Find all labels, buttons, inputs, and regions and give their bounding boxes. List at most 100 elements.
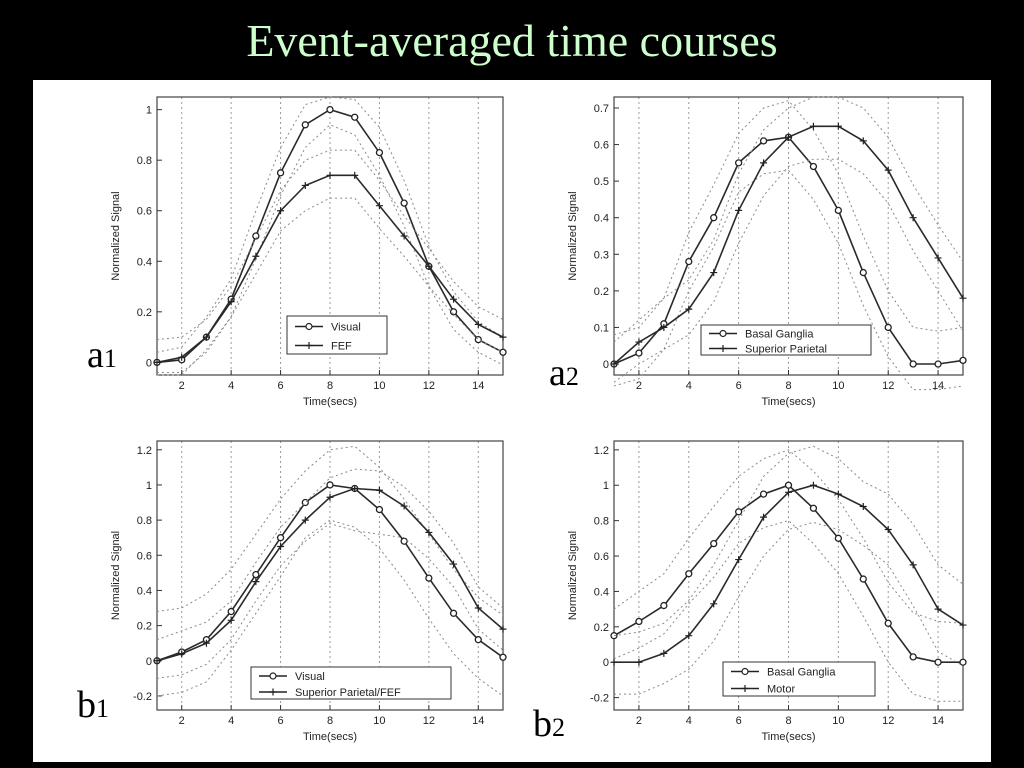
chart4-y-tick-label-4: 0.6 [594, 551, 609, 563]
chart4-series-2-band-upper [613, 445, 964, 637]
chart3-x-tick-label-0: 2 [179, 715, 185, 727]
chart4-series-2-point-0 [610, 658, 618, 666]
chart2-panel-label: a2 [549, 352, 579, 394]
chart1-panel-label: a1 [87, 334, 117, 376]
chart4-legend-label-1: Basal Ganglia [767, 667, 836, 679]
chart2-y-tick-label-3: 0.3 [594, 249, 609, 261]
chart4-series-1-point-6 [759, 490, 768, 498]
chart3-x-tick-label-5: 12 [423, 715, 435, 727]
chart3-y-axis-label: Normalized Signal [110, 531, 122, 620]
chart3-y-tick-label-1: 0 [146, 656, 152, 668]
chart4-series-1-point-4 [710, 539, 718, 548]
chart3-legend-label-2: Superior Parietal/FEF [295, 687, 401, 699]
chart2-panel-number: 2 [566, 362, 579, 391]
chart2-series-2-point-7 [785, 133, 792, 141]
chart4-series-1-point-5 [734, 508, 743, 516]
chart2-x-tick-label-0: 2 [636, 380, 642, 392]
chart4-series-2-point-5 [735, 556, 743, 564]
chart4-series-2-point-1 [635, 658, 643, 666]
chart4-x-tick-label-3: 8 [785, 715, 791, 727]
chart1-y-tick-label-4: 0.8 [137, 155, 152, 167]
chart1-x-axis-label: Time(secs) [303, 396, 357, 408]
chart4-series-2-point-14 [959, 621, 967, 629]
chart3-series-2-band-upper [156, 468, 504, 641]
chart3-series-2-band-lower [156, 523, 504, 679]
chart1-y-axis-label: Normalized Signal [110, 191, 122, 280]
chart2-x-tick-label-3: 8 [785, 380, 791, 392]
chart1-legend-label-1: Visual [331, 322, 361, 334]
chart4-series-2-point-3 [685, 632, 693, 640]
chart3-y-tick-label-4: 0.6 [137, 550, 152, 562]
chart1-series-2-point-0 [153, 358, 161, 366]
chart3-series-1-point-3 [227, 607, 235, 616]
chart1-series-1-band-lower [157, 124, 504, 373]
chart1-x-tick-label-0: 2 [179, 380, 185, 392]
chart4-series-1-point-3 [685, 570, 693, 578]
chart2-series-1-band-lower [613, 169, 964, 391]
chart4-x-tick-label-6: 14 [932, 715, 944, 727]
chart1-series-1-point-4 [252, 232, 260, 240]
chart1-x-tick-label-4: 10 [373, 380, 385, 392]
chart3-x-tick-label-4: 10 [373, 715, 385, 727]
chart2-legend-label-2: Superior Parietal [745, 344, 827, 356]
chart1-panel-letter: a [87, 334, 104, 376]
chart3-series-2-point-6 [301, 516, 309, 524]
chart2-series-2-point-2 [660, 323, 668, 331]
chart1-series-1-point-13 [474, 335, 482, 344]
chart4-series-1-point-2 [660, 601, 668, 610]
chart2-series-1-point-5 [734, 159, 743, 167]
chart1-legend-box [286, 315, 388, 355]
chart3-series-1-band-lower [156, 519, 504, 697]
chart4-y-tick-label-7: 1.2 [594, 445, 609, 457]
chart2-legend-box [700, 324, 872, 356]
chart4-x-tick-label-1: 4 [686, 715, 692, 727]
chart2-series-1-point-1 [635, 349, 643, 357]
chart1-series-1-point-12 [449, 308, 458, 316]
chart3-legend-marker-1 [269, 672, 277, 680]
chart3-panel-number: 1 [96, 694, 109, 723]
chart1-series-1-point-5 [276, 169, 285, 177]
chart3-series-1-point-13 [474, 636, 482, 644]
chart4-x-tick-label-2: 6 [736, 715, 742, 727]
chart3-series-1-point-12 [449, 609, 458, 617]
chart4-legend-marker-2 [741, 685, 749, 692]
chart4-series-2-point-6 [760, 513, 768, 521]
chart3-series-2-point-9 [375, 486, 383, 494]
chart2-series-1-point-9 [834, 206, 843, 215]
chart3-series-2-point-12 [450, 560, 458, 568]
chart4-y-tick-label-5: 0.8 [594, 516, 609, 528]
chart1-series-1-point-8 [351, 113, 359, 121]
chart4-y-axis-label: Normalized Signal [567, 531, 579, 620]
chart1-series-2-point-13 [474, 320, 482, 328]
chart1-series-1-point-6 [301, 121, 309, 129]
chart1-series-2-point-6 [301, 181, 309, 189]
chart3-series-2-point-7 [326, 493, 334, 501]
chart2-series-1-point-3 [685, 257, 693, 266]
chart4-legend-marker-1 [741, 667, 749, 676]
chart3-series-1-point-14 [499, 653, 507, 661]
chart4-y-tick-label-2: 0.2 [594, 622, 609, 634]
chart1-x-tick-label-1: 4 [228, 380, 234, 392]
chart1-x-tick-label-5: 12 [423, 380, 435, 392]
chart2-series-2-point-0 [610, 360, 618, 368]
chart4-x-tick-label-5: 12 [882, 715, 894, 727]
chart3-x-tick-label-1: 4 [228, 715, 234, 727]
chart1-series-1-band-upper [156, 96, 504, 353]
chart1-series-2-point-1 [178, 353, 186, 361]
chart3-x-tick-label-2: 6 [278, 715, 284, 727]
chart2-x-tick-label-4: 10 [832, 380, 844, 392]
chart2-legend-label-1: Basal Ganglia [745, 329, 814, 341]
chart2-x-axis-label: Time(secs) [762, 396, 816, 408]
chart2-series-2-point-5 [735, 206, 743, 214]
chart2-series-2-point-4 [710, 269, 718, 277]
chart3-series-1-point-5 [276, 534, 285, 542]
chart2-series-1-point-13 [934, 360, 942, 368]
chart4-series-1-point-14 [959, 658, 967, 666]
chart4-series-2-point-4 [710, 600, 718, 608]
chart3-panel-label: b1 [77, 684, 109, 726]
chart2-series-2-point-11 [884, 166, 892, 174]
chart3-series-2-point-13 [474, 604, 482, 612]
chart4-panel-letter: b [533, 703, 552, 745]
chart4-series-2-band-lower [614, 521, 964, 695]
chart3-series-1-point-10 [400, 537, 408, 545]
